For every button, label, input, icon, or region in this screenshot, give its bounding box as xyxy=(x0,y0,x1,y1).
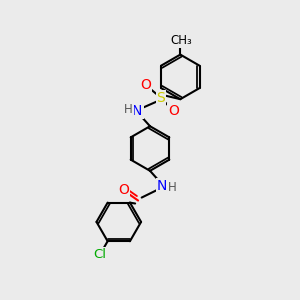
Text: O: O xyxy=(118,183,129,197)
Text: N: N xyxy=(132,104,142,118)
Text: S: S xyxy=(157,91,165,105)
Text: H: H xyxy=(168,181,177,194)
Text: O: O xyxy=(168,104,179,118)
Text: N: N xyxy=(157,179,167,193)
Text: O: O xyxy=(140,78,151,92)
Text: CH₃: CH₃ xyxy=(170,34,192,47)
Text: H: H xyxy=(124,103,133,116)
Text: Cl: Cl xyxy=(93,248,106,261)
